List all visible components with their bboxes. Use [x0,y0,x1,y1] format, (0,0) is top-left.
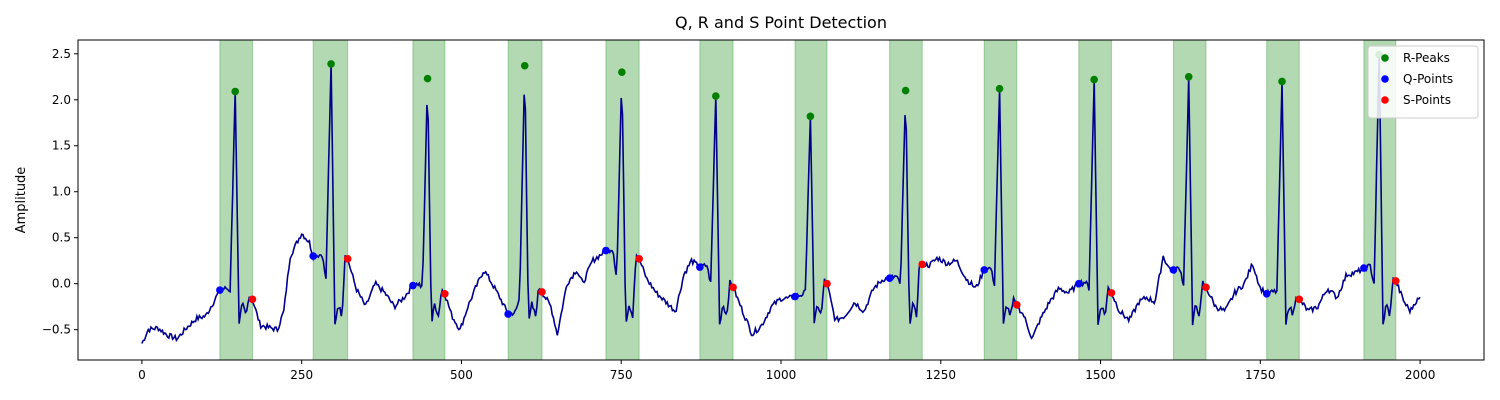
y-tick-label: −0.5 [42,323,71,337]
y-tick-label: 1.0 [52,185,71,199]
q-point-marker [791,292,799,301]
x-tick-label: 250 [290,368,313,382]
q-point-marker [409,281,417,290]
q-point-marker [504,310,512,318]
s-point-marker [1202,283,1210,292]
chart-title: Q, R and S Point Detection [675,13,887,32]
s-point-marker [918,260,927,269]
s-point-marker [343,255,352,263]
y-axis: −0.5 0.0 0.5 1.0 1.5 2.0 2.5 [42,47,78,337]
y-axis-label: Amplitude [14,167,29,234]
r-peak-marker [1090,75,1098,84]
q-point-marker [696,263,704,271]
q-point-marker [1169,266,1178,274]
y-tick-label: 2.0 [52,93,71,107]
s-point-marker [248,295,257,304]
r-peak-marker [712,92,720,100]
x-tick-label: 750 [610,368,633,382]
detected-points [216,50,1400,318]
x-tick-label: 2000 [1405,368,1436,382]
r-peak-marker [1184,72,1193,81]
qrs-region [1266,39,1300,361]
r-peak-marker [1278,77,1286,86]
y-tick-label: 0.5 [52,231,71,245]
legend-box [1367,45,1479,119]
legend-marker [1381,75,1389,83]
q-point-marker [1075,279,1083,288]
y-tick-label: 1.5 [52,139,71,153]
x-tick-label: 1250 [925,368,956,382]
q-point-marker [980,266,989,274]
s-point-marker [635,255,643,263]
qrs-region [794,39,828,361]
s-point-marker [538,288,546,296]
s-point-marker [823,279,831,288]
s-point-marker [1392,277,1400,285]
q-point-marker [1360,264,1368,272]
q-point-marker [216,286,224,294]
x-tick-label: 500 [450,368,473,382]
y-tick-label: 2.5 [52,47,71,61]
legend-label: Q-Points [1403,72,1453,86]
x-tick-label: 1000 [766,368,797,382]
s-point-marker [1107,289,1116,297]
r-peak-marker [806,112,815,121]
s-point-marker [441,289,449,298]
r-peak-marker [520,61,529,70]
q-point-marker [309,252,317,260]
r-peak-marker [423,74,432,83]
x-tick-label: 1750 [1245,368,1276,382]
qrs-region [699,39,734,361]
x-tick-label: 0 [138,368,146,382]
r-peak-marker [327,60,335,68]
r-peak-marker [901,86,910,95]
q-point-marker [885,274,894,282]
q-point-marker [1262,289,1271,298]
legend-marker [1381,54,1389,62]
x-axis: 0 250 500 750 1000 1250 1500 1750 2000 [138,360,1435,382]
qrs-region [605,39,640,361]
qrs-region [1172,39,1207,361]
s-point-marker [1013,301,1021,309]
r-peak-marker [618,68,626,76]
r-peak-marker [231,87,240,96]
legend-marker [1381,96,1389,104]
chart-legend: R-Peaks Q-Points S-Points [1367,45,1479,119]
legend-label: S-Points [1403,93,1451,107]
y-tick-label: 0.0 [52,277,71,291]
r-peak-marker [995,84,1004,93]
legend-label: R-Peaks [1403,51,1450,65]
x-tick-label: 1500 [1085,368,1116,382]
s-point-marker [729,283,737,292]
s-point-marker [1295,295,1304,304]
q-point-marker [602,246,610,255]
